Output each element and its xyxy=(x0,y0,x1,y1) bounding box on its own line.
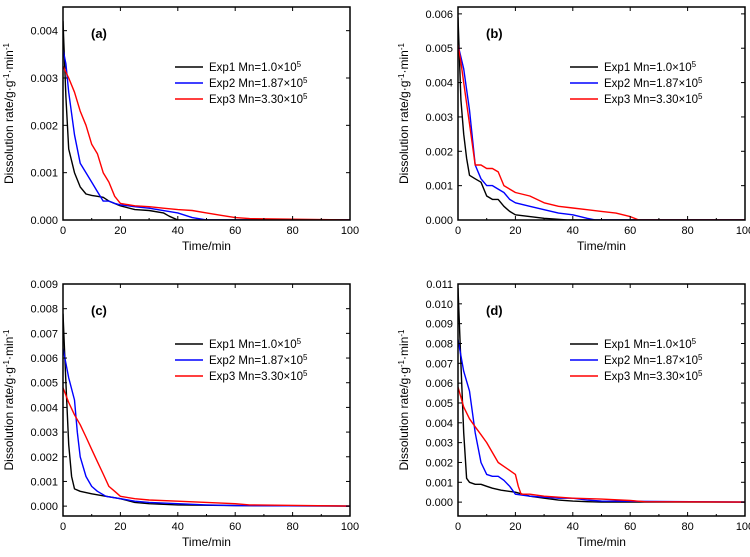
x-tick-label: 80 xyxy=(681,225,693,237)
y-tick-label: 0.011 xyxy=(426,279,453,291)
chart-panel-2: 0 20 40 60 80 100 0.000 0.001 0.002 0.003 0.004 0.0… xyxy=(397,6,750,253)
x-tick-label: 80 xyxy=(286,225,298,237)
series-line-3-panel-1 xyxy=(63,65,350,220)
y-tick-label: 0.000 xyxy=(425,497,453,509)
series-line-1-panel-3 xyxy=(63,313,350,507)
series-line-3-panel-3 xyxy=(63,387,350,507)
plot-frame xyxy=(457,283,746,517)
y-tick-label: 0.004 xyxy=(30,26,58,38)
legend-label-1: Exp1 Mn=1.0×105 xyxy=(604,337,697,352)
series-line-2-panel-2 xyxy=(458,44,745,220)
x-tick-label: 100 xyxy=(736,521,750,533)
y-tick-label: 0.003 xyxy=(425,438,453,450)
x-tick-label: 20 xyxy=(114,521,126,533)
chart-panel-4: 0 20 40 60 80 100 0.000 0.001 0.002 0.003 0.004 0.0… xyxy=(397,279,750,549)
y-tick-label: 0.009 xyxy=(425,319,453,331)
y-tick-label: 0.003 xyxy=(30,73,58,85)
x-axis-label: Time/min xyxy=(182,239,231,253)
y-axis-label: Dissolution rate/g·g-1·min-1 xyxy=(397,42,412,184)
series-line-1-panel-2 xyxy=(458,17,745,220)
y-tick-label: 0.007 xyxy=(425,358,453,370)
y-tick-label: 0.008 xyxy=(30,304,58,316)
x-tick-label: 0 xyxy=(455,225,461,237)
x-tick-label: 0 xyxy=(455,521,461,533)
y-tick-label: 0.001 xyxy=(425,477,453,489)
x-tick-label: 20 xyxy=(509,225,521,237)
x-tick-label: 100 xyxy=(736,225,750,237)
series-line-3-panel-4 xyxy=(458,386,745,503)
y-tick-label: 0.007 xyxy=(30,328,58,340)
x-tick-label: 100 xyxy=(341,225,359,237)
y-tick-label: 0.008 xyxy=(425,338,453,350)
x-tick-label: 0 xyxy=(60,225,66,237)
legend-label-1: Exp1 Mn=1.0×105 xyxy=(604,60,697,75)
legend-label-2: Exp2 Mn=1.87×105 xyxy=(604,353,703,368)
legend-label-3: Exp3 Mn=3.30×105 xyxy=(604,92,703,107)
x-tick-label: 40 xyxy=(172,521,184,533)
x-tick-label: 0 xyxy=(60,521,66,533)
x-tick-label: 80 xyxy=(681,521,693,533)
y-tick-label: 0.001 xyxy=(30,168,58,180)
y-tick-label: 0.000 xyxy=(425,215,453,227)
x-tick-label: 60 xyxy=(229,521,241,533)
y-tick-label: 0.002 xyxy=(425,457,453,469)
y-tick-label: 0.004 xyxy=(425,418,453,430)
x-tick-label: 100 xyxy=(341,521,359,533)
legend-label-2: Exp2 Mn=1.87×105 xyxy=(604,76,703,91)
x-tick-label: 40 xyxy=(567,521,579,533)
x-axis-label: Time/min xyxy=(577,535,626,549)
x-tick-label: 80 xyxy=(286,521,298,533)
y-tick-label: 0.002 xyxy=(30,452,58,464)
y-tick-label: 0.004 xyxy=(425,78,453,90)
y-tick-label: 0.003 xyxy=(30,427,58,439)
legend-label-2: Exp2 Mn=1.87×105 xyxy=(209,76,308,91)
y-tick-label: 0.000 xyxy=(30,215,58,227)
y-tick-label: 0.009 xyxy=(30,279,58,291)
y-tick-label: 0.006 xyxy=(425,9,453,21)
x-axis-label: Time/min xyxy=(577,239,626,253)
x-tick-label: 20 xyxy=(114,225,126,237)
y-tick-label: 0.004 xyxy=(30,402,58,414)
series-line-1-panel-1 xyxy=(63,21,350,220)
y-tick-label: 0.001 xyxy=(425,181,453,193)
x-tick-label: 60 xyxy=(229,225,241,237)
chart-panel-1: 0 20 40 60 80 100 0.000 0.001 0.002 0.003 0.004 Tim… xyxy=(2,6,359,253)
panel-label: (b) xyxy=(486,26,503,41)
x-tick-label: 60 xyxy=(624,521,636,533)
legend-label-2: Exp2 Mn=1.87×105 xyxy=(209,353,308,368)
y-tick-label: 0.006 xyxy=(30,353,58,365)
panel-label: (d) xyxy=(486,303,503,318)
x-tick-label: 20 xyxy=(509,521,521,533)
series-line-2-panel-4 xyxy=(458,339,745,503)
legend-label-1: Exp1 Mn=1.0×105 xyxy=(209,337,302,352)
y-tick-label: 0.006 xyxy=(425,378,453,390)
y-tick-label: 0.002 xyxy=(30,120,58,132)
x-tick-label: 60 xyxy=(624,225,636,237)
chart-panel-3: 0 20 40 60 80 100 0.000 0.001 0.002 0.003 0.004 0.0… xyxy=(2,279,360,549)
y-tick-label: 0.010 xyxy=(425,299,453,311)
panel-label: (c) xyxy=(91,303,107,318)
y-tick-label: 0.000 xyxy=(30,501,58,513)
legend-label-3: Exp3 Mn=3.30×105 xyxy=(209,369,308,384)
y-axis-label: Dissolution rate/g·g-1·min-1 xyxy=(397,329,412,471)
panel-label: (a) xyxy=(91,26,107,41)
y-tick-label: 0.005 xyxy=(425,43,453,55)
y-tick-label: 0.005 xyxy=(30,378,58,390)
legend-label-1: Exp1 Mn=1.0×105 xyxy=(209,60,302,75)
x-axis-label: Time/min xyxy=(182,535,231,549)
legend-label-3: Exp3 Mn=3.30×105 xyxy=(604,369,703,384)
series-line-2-panel-1 xyxy=(63,49,350,220)
legend-label-3: Exp3 Mn=3.30×105 xyxy=(209,92,308,107)
y-tick-label: 0.003 xyxy=(425,112,453,124)
x-tick-label: 40 xyxy=(567,225,579,237)
series-line-1-panel-4 xyxy=(458,287,745,503)
x-tick-label: 40 xyxy=(172,225,184,237)
y-tick-label: 0.002 xyxy=(425,146,453,158)
series-line-3-panel-2 xyxy=(458,44,745,220)
y-tick-label: 0.001 xyxy=(30,476,58,488)
y-axis-label: Dissolution rate/g·g-1·min-1 xyxy=(2,329,17,471)
y-axis-label: Dissolution rate/g·g-1·min-1 xyxy=(2,42,17,184)
y-tick-label: 0.005 xyxy=(425,398,453,410)
